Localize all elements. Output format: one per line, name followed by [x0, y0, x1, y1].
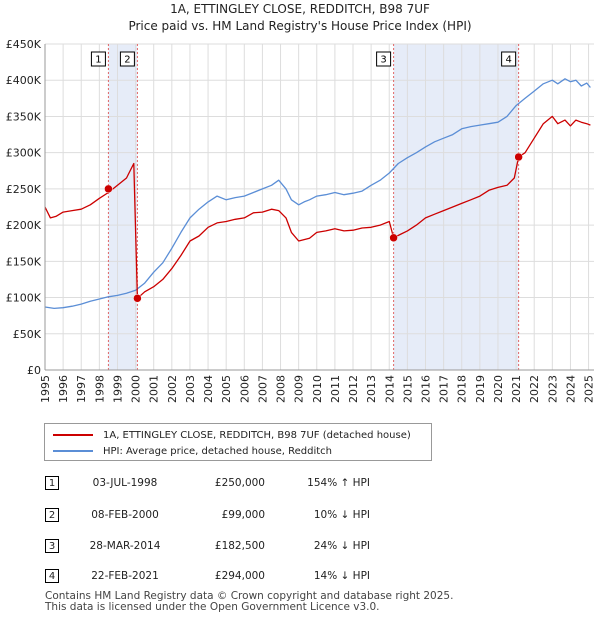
transaction-date: 28-MAR-2014 [89, 540, 161, 552]
chart-subtitle: Price paid vs. HM Land Registry's House … [128, 19, 472, 33]
transaction-point [133, 294, 142, 303]
transaction-date: 08-FEB-2000 [91, 509, 159, 521]
transaction-marker-label: 1 [45, 476, 59, 490]
transaction-number: 3 [380, 55, 386, 66]
x-tick-label: 2015 [401, 375, 414, 403]
transaction-number: 4 [505, 55, 511, 66]
x-tick-label: 1998 [93, 375, 106, 403]
transaction-row: 1 03-JUL-1998 £250,000 154% ↑ HPI [0, 473, 600, 495]
x-tick-label: 1999 [111, 375, 124, 403]
y-tick-label: £450K [6, 38, 42, 51]
x-tick-label: 2001 [148, 375, 161, 403]
x-tick-label: 2003 [184, 375, 197, 403]
x-tick-label: 2012 [347, 375, 360, 403]
x-tick-label: 2008 [275, 375, 288, 403]
transaction-row: 2 08-FEB-2000 £99,000 10% ↓ HPI [0, 505, 600, 527]
x-tick-label: 2004 [202, 375, 215, 403]
transaction-price: £99,000 [221, 509, 265, 521]
series-line-property [44, 115, 591, 299]
transaction-row: 4 22-FEB-2021 £294,000 14% ↓ HPI [0, 566, 600, 588]
x-tick-label: 2025 [583, 375, 596, 403]
legend-line-hpi [53, 450, 93, 452]
x-tick-label: 2009 [293, 375, 306, 403]
legend-line-property [53, 434, 93, 436]
transaction-price: £182,500 [214, 540, 265, 552]
series-line-hpi [44, 78, 591, 310]
y-tick-label: £250K [6, 183, 42, 196]
transaction-point [514, 152, 523, 162]
x-tick-label: 2013 [365, 375, 378, 403]
transaction-number-box [90, 51, 106, 67]
x-tick-label: 2011 [329, 375, 342, 403]
x-tick-label: 2020 [492, 375, 505, 403]
chart-title: 1A, ETTINGLEY CLOSE, REDDITCH, B98 7UF [170, 2, 430, 16]
shaded-period [108, 44, 138, 370]
y-tick-label: £200K [6, 219, 42, 232]
transaction-row: 3 28-MAR-2014 £182,500 24% ↓ HPI [0, 536, 600, 558]
price-chart: 1 2 3 4 £0 £50K £100K £150K £200K £250K £300K £350K… [6, 38, 596, 403]
x-tick-label: 2019 [474, 375, 487, 403]
x-tick-label: 2014 [383, 375, 396, 403]
legend-label-hpi: HPI: Average price, detached house, Redd… [103, 445, 332, 457]
transaction-number: 1 [95, 55, 101, 66]
x-tick-label: 2006 [238, 375, 251, 403]
transaction-number: 2 [124, 55, 130, 66]
transaction-marker-label: 3 [45, 539, 59, 553]
y-tick-label: £350K [6, 110, 42, 123]
x-tick-label: 2021 [510, 375, 523, 403]
transaction-marker-label: 4 [45, 569, 59, 583]
x-tick-label: 2000 [130, 375, 143, 403]
transaction-number-box [376, 51, 392, 67]
transaction-number-box [501, 51, 517, 67]
transaction-hpi-diff: 10% ↓ HPI [313, 509, 370, 521]
y-tick-label: £300K [6, 147, 42, 160]
legend-label-property: 1A, ETTINGLEY CLOSE, REDDITCH, B98 7UF (… [103, 429, 411, 441]
legend-item-property: 1A, ETTINGLEY CLOSE, REDDITCH, B98 7UF (… [53, 427, 411, 443]
transaction-point [104, 184, 113, 194]
y-tick-label: £400K [6, 74, 42, 87]
x-tick-label: 2022 [528, 375, 541, 403]
x-tick-label: 2005 [220, 375, 233, 403]
x-tick-label: 2016 [419, 375, 432, 403]
transaction-price: £294,000 [214, 570, 265, 582]
y-tick-label: £150K [6, 255, 42, 268]
x-tick-label: 2017 [438, 375, 451, 403]
legend: 1A, ETTINGLEY CLOSE, REDDITCH, B98 7UF (… [44, 423, 432, 461]
footer-copyright: Contains HM Land Registry data © Crown c… [45, 590, 454, 602]
transaction-date: 22-FEB-2021 [91, 570, 159, 582]
transaction-marker-label: 2 [45, 508, 59, 522]
transaction-point [389, 233, 398, 243]
x-tick-label: 1996 [57, 375, 70, 403]
transaction-date: 03-JUL-1998 [92, 477, 158, 489]
x-tick-label: 2024 [564, 375, 577, 403]
legend-item-hpi: HPI: Average price, detached house, Redd… [53, 443, 332, 459]
x-tick-label: 1997 [75, 375, 88, 403]
footer-license: This data is licensed under the Open Gov… [45, 601, 380, 613]
x-tick-label: 2002 [166, 375, 179, 403]
y-tick-label: £0 [27, 364, 41, 377]
x-tick-label: 2007 [256, 375, 269, 403]
y-tick-label: £100K [6, 292, 42, 305]
transaction-hpi-diff: 154% ↑ HPI [307, 477, 370, 489]
transaction-hpi-diff: 14% ↓ HPI [313, 570, 370, 582]
x-tick-label: 1995 [39, 375, 52, 403]
x-tick-label: 2023 [546, 375, 559, 403]
transaction-hpi-diff: 24% ↓ HPI [313, 540, 370, 552]
x-tick-label: 2010 [311, 375, 324, 403]
shaded-period [393, 44, 519, 370]
y-tick-label: £50K [13, 328, 42, 341]
transaction-number-box [119, 51, 135, 67]
x-tick-label: 2018 [456, 375, 469, 403]
transaction-price: £250,000 [214, 477, 265, 489]
